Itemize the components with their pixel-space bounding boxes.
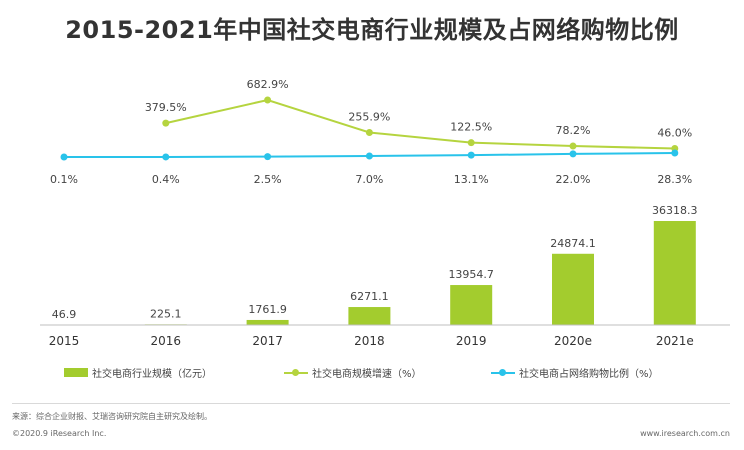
legend-label-share: 社交电商占网络购物比例（%） (519, 369, 659, 380)
legend: 社交电商行业规模（亿元） 社交电商规模增速（%） 社交电商占网络购物比例（%） (0, 365, 744, 385)
share-point-2019 (467, 151, 475, 159)
growth-value-label-2019: 122.5% (450, 121, 492, 134)
legend-label-growth: 社交电商规模增速（%） (312, 369, 422, 380)
bar-value-label-2015: 46.9 (52, 308, 77, 321)
share-value-label-2016: 0.4% (152, 173, 180, 186)
chart-area: 379.5%682.9%255.9%122.5% 78.2% 46.0% 0.1% 0… (40, 78, 730, 348)
x-tick-label-2019: 2019 (456, 334, 487, 348)
x-axis-labels: 2015 2016 2017 2018 2019 2020e 2021e (49, 334, 694, 348)
share-value-label-2015: 0.1% (50, 173, 78, 186)
bar-layer: 46.9 225.1 1761.9 6271.1 13954.7 24874.1 36318… (52, 204, 698, 325)
x-tick-label-2018: 2018 (354, 334, 385, 348)
share-value-label-2021e: 28.3% (657, 173, 692, 186)
share-point-2020e (569, 150, 577, 158)
share-value-label-2020e: 22.0% (556, 173, 591, 186)
growth-point-2019 (467, 139, 475, 147)
bar-value-label-2019: 13954.7 (448, 268, 494, 281)
share-point-2015 (60, 153, 68, 161)
share-point-2016 (162, 153, 170, 161)
growth-line (165, 98, 675, 150)
growth-value-label-2017: 682.9% (247, 78, 289, 91)
x-tick-label-2021e: 2021e (656, 334, 694, 348)
growth-point-2018 (365, 129, 373, 137)
legend-item-share: 社交电商占网络购物比例（%） (491, 365, 659, 380)
bar-value-label-2021e: 36318.3 (652, 204, 698, 217)
legend-item-scale: 社交电商行业规模（亿元） (64, 365, 212, 380)
growth-value-label-2018: 255.9% (348, 111, 390, 124)
growth-point-2017 (264, 96, 272, 104)
x-tick-label-2020e: 2020e (554, 334, 592, 348)
x-tick-label-2016: 2016 (151, 334, 182, 348)
growth-point-2016 (162, 119, 170, 127)
legend-item-growth: 社交电商规模增速（%） (284, 365, 422, 380)
share-point-2021e (671, 149, 679, 157)
footer-divider (12, 403, 730, 404)
website: www.iresearch.com.cn (640, 429, 730, 438)
share-value-label-2019: 13.1% (454, 173, 489, 186)
copyright: ©2020.9 iResearch Inc. (12, 429, 107, 438)
bar-value-label-2018: 6271.1 (350, 290, 389, 303)
bar-2020e (552, 253, 594, 325)
bar-2017 (246, 319, 289, 325)
growth-value-label-2021e: 46.0% (657, 126, 692, 139)
legend-share-swatch (491, 368, 515, 377)
share-point-2018 (365, 152, 373, 160)
x-tick-label-2017: 2017 (252, 334, 283, 348)
bar-value-label-2016: 225.1 (150, 307, 182, 320)
bar-value-label-2020e: 24874.1 (550, 237, 596, 250)
share-point-2017 (264, 153, 272, 161)
bar-2018 (348, 307, 391, 325)
bar-2019 (450, 285, 493, 325)
share-line-layer: 0.1% 0.4% 2.5% 7.0% 13.1% 22.0% 28.3% (50, 149, 692, 186)
legend-label-scale: 社交电商行业规模（亿元） (92, 369, 212, 380)
share-value-label-2018: 7.0% (355, 173, 383, 186)
source-note: 来源：综合企业财报、艾瑞咨询研究院自主研究及绘制。 (12, 412, 212, 421)
legend-growth-swatch (284, 368, 308, 377)
x-tick-label-2015: 2015 (49, 334, 80, 348)
bar-value-label-2017: 1761.9 (248, 303, 287, 316)
growth-point-2020e (569, 142, 577, 150)
bar-2021e (653, 221, 696, 325)
legend-bar-swatch (64, 368, 88, 377)
growth-value-label-2016: 379.5% (145, 101, 187, 114)
growth-line-layer: 379.5% 682.9% 255.9% 122.5% 78.2% 46.0% (145, 78, 692, 152)
chart-title: 2015-2021年中国社交电商行业规模及占网络购物比例 (65, 16, 679, 44)
growth-value-label-2020e: 78.2% (556, 124, 591, 137)
share-value-label-2017: 2.5% (254, 173, 282, 186)
